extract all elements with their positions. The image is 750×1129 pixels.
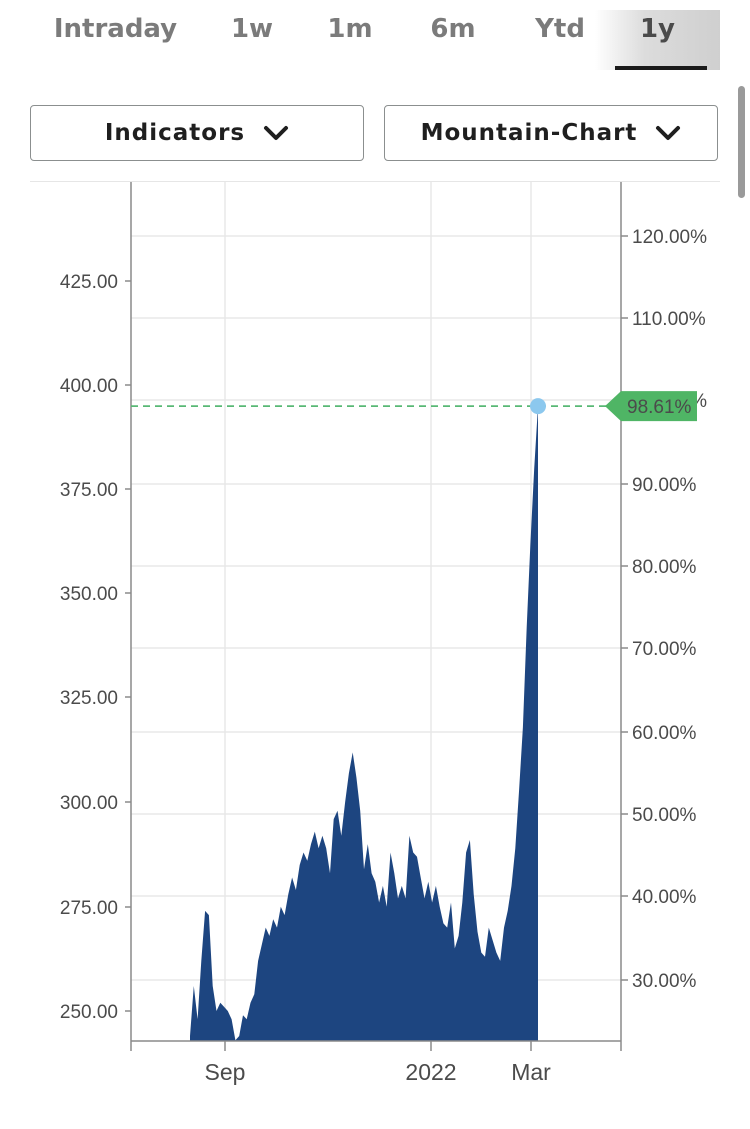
- time-range-tabs: Intraday 1w 1m 6m Ytd 1y: [0, 0, 750, 75]
- right-tick-label: 120.00%: [632, 227, 707, 248]
- price-area: [190, 406, 538, 1042]
- right-axis-labels: 120.00%110.00%100.00%90.00%80.00%70.00%6…: [621, 227, 707, 992]
- x-tick-label: Mar: [511, 1059, 551, 1085]
- price-chart[interactable]: 425.00 400.00 375.00 350.00 325.00 300.00 275.…: [0, 182, 740, 1129]
- left-tick-label: 300.00: [60, 793, 118, 814]
- tab-6m[interactable]: 6m: [430, 14, 476, 44]
- right-tick-label: 110.00%: [632, 309, 706, 330]
- chart-type-label: Mountain-Chart: [420, 120, 638, 146]
- left-tick-label: 350.00: [60, 584, 118, 605]
- chart-type-dropdown[interactable]: Mountain-Chart: [384, 105, 718, 161]
- badge-value: 98.61%: [627, 397, 692, 418]
- right-tick-label: 60.00%: [632, 723, 697, 744]
- right-tick-label: 40.00%: [632, 887, 697, 908]
- x-tick-label: Sep: [205, 1059, 246, 1085]
- right-tick-label: 30.00%: [632, 971, 697, 992]
- chevron-down-icon: [656, 126, 681, 140]
- indicators-dropdown[interactable]: Indicators: [30, 105, 364, 161]
- chevron-down-icon: [264, 126, 289, 140]
- left-tick-label: 275.00: [60, 898, 118, 919]
- tab-intraday[interactable]: Intraday: [53, 14, 178, 44]
- x-tick-label: 2022: [405, 1059, 456, 1085]
- left-tick-label: 250.00: [60, 1002, 118, 1023]
- tab-1m[interactable]: 1m: [327, 14, 373, 44]
- badge-background: [605, 391, 697, 422]
- tab-1w[interactable]: 1w: [230, 14, 274, 44]
- x-axis-labels: Sep 2022 Mar: [130, 1041, 622, 1085]
- scrollbar-thumb[interactable]: [738, 86, 745, 198]
- right-tick-label: 90.00%: [632, 475, 697, 496]
- left-tick-label: 375.00: [60, 480, 118, 501]
- indicators-label: Indicators: [104, 120, 246, 146]
- tab-ytd[interactable]: Ytd: [535, 14, 585, 44]
- right-tick-label: 80.00%: [632, 557, 697, 578]
- current-value-badge: 98.61%: [605, 391, 697, 422]
- left-tick-label: 325.00: [60, 688, 118, 709]
- right-tick-label: 50.00%: [632, 805, 697, 826]
- chart-top-divider: [30, 181, 720, 182]
- right-tick-label: 70.00%: [632, 639, 697, 660]
- left-axis-labels: 425.00 400.00 375.00 350.00 325.00 300.00 275.…: [60, 272, 131, 1023]
- current-value-marker[interactable]: [530, 398, 546, 415]
- left-tick-label: 425.00: [60, 272, 118, 293]
- active-tab-indicator: [615, 66, 707, 70]
- tab-1y[interactable]: 1y: [595, 10, 720, 70]
- left-tick-label: 400.00: [60, 376, 118, 397]
